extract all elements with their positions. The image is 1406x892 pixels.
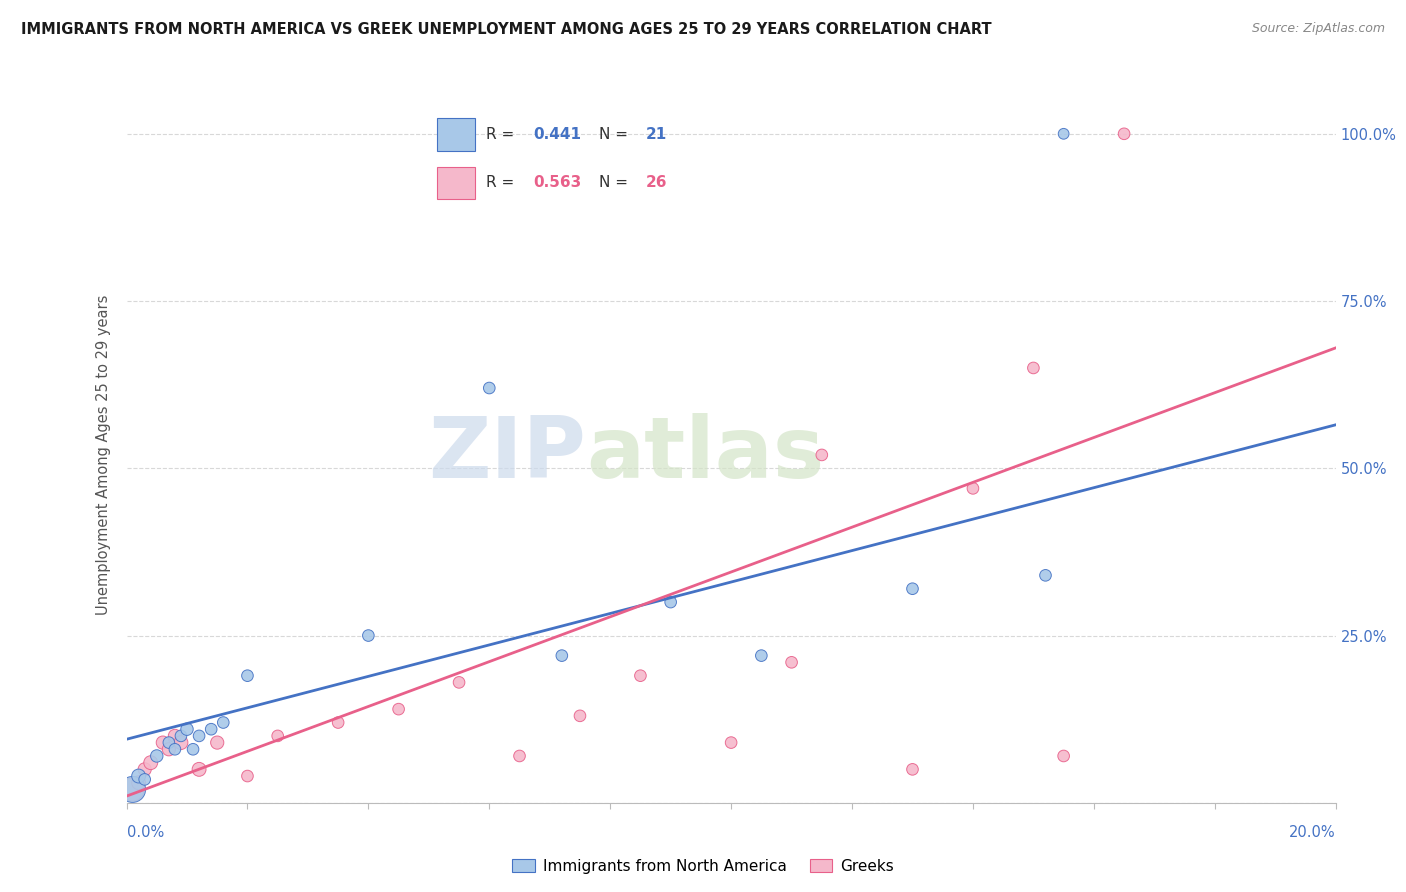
Bar bbox=[437, 119, 475, 151]
Point bbox=[751, 648, 773, 663]
Point bbox=[478, 381, 501, 395]
Point bbox=[236, 769, 259, 783]
Point bbox=[181, 742, 204, 756]
Text: R =: R = bbox=[486, 176, 520, 191]
Text: N =: N = bbox=[599, 128, 633, 142]
Point bbox=[157, 735, 180, 749]
Text: 20.0%: 20.0% bbox=[1289, 825, 1336, 840]
Bar bbox=[437, 167, 475, 199]
Point bbox=[1114, 127, 1136, 141]
Point bbox=[134, 772, 156, 787]
Y-axis label: Unemployment Among Ages 25 to 29 years: Unemployment Among Ages 25 to 29 years bbox=[96, 294, 111, 615]
Point bbox=[163, 742, 186, 756]
Legend: Immigrants from North America, Greeks: Immigrants from North America, Greeks bbox=[506, 853, 900, 880]
Point bbox=[1053, 127, 1076, 141]
Text: ZIP: ZIP bbox=[429, 413, 586, 497]
Point bbox=[152, 735, 174, 749]
Point bbox=[121, 782, 143, 797]
Point bbox=[134, 762, 156, 776]
Point bbox=[128, 769, 150, 783]
Point bbox=[163, 729, 186, 743]
Point bbox=[326, 715, 350, 730]
Text: Source: ZipAtlas.com: Source: ZipAtlas.com bbox=[1251, 22, 1385, 36]
Point bbox=[121, 782, 143, 797]
Point bbox=[128, 775, 150, 790]
Text: 0.563: 0.563 bbox=[533, 176, 581, 191]
Point bbox=[1035, 568, 1057, 582]
Point bbox=[200, 723, 222, 737]
Point bbox=[810, 448, 832, 462]
Text: 21: 21 bbox=[645, 128, 666, 142]
Point bbox=[357, 628, 380, 642]
Point bbox=[780, 655, 803, 669]
Point bbox=[205, 735, 228, 749]
Point bbox=[388, 702, 411, 716]
Text: atlas: atlas bbox=[586, 413, 824, 497]
Point bbox=[170, 729, 193, 743]
Point bbox=[170, 735, 193, 749]
Text: N =: N = bbox=[599, 176, 633, 191]
Point bbox=[176, 723, 198, 737]
Point bbox=[901, 582, 924, 596]
Text: 0.0%: 0.0% bbox=[127, 825, 163, 840]
Text: R =: R = bbox=[486, 128, 520, 142]
Point bbox=[146, 749, 169, 764]
Point bbox=[962, 482, 984, 496]
Point bbox=[1022, 361, 1045, 376]
Point bbox=[267, 729, 290, 743]
Point bbox=[139, 756, 162, 770]
Text: IMMIGRANTS FROM NORTH AMERICA VS GREEK UNEMPLOYMENT AMONG AGES 25 TO 29 YEARS CO: IMMIGRANTS FROM NORTH AMERICA VS GREEK U… bbox=[21, 22, 991, 37]
Point bbox=[212, 715, 235, 730]
Point bbox=[447, 675, 470, 690]
Point bbox=[551, 648, 574, 663]
Point bbox=[1053, 749, 1076, 764]
Point bbox=[901, 762, 924, 776]
Point bbox=[568, 708, 592, 723]
Point bbox=[188, 729, 211, 743]
Point bbox=[236, 669, 259, 683]
Point bbox=[720, 735, 742, 749]
Point bbox=[659, 595, 682, 609]
Point bbox=[188, 762, 211, 776]
Point bbox=[630, 669, 652, 683]
Point bbox=[157, 742, 180, 756]
Point bbox=[509, 749, 531, 764]
Text: 0.441: 0.441 bbox=[533, 128, 581, 142]
Text: 26: 26 bbox=[645, 176, 666, 191]
